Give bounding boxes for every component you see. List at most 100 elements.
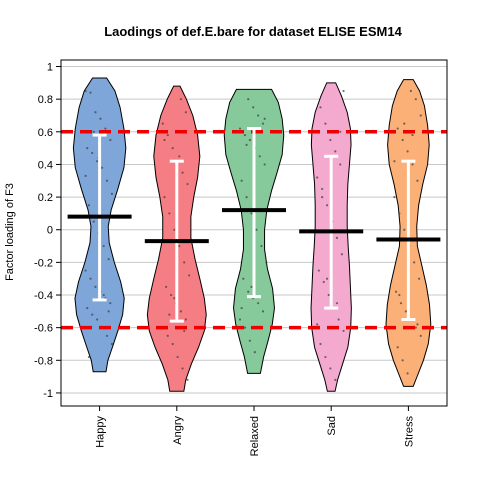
data-point — [257, 114, 260, 117]
data-point — [89, 277, 92, 280]
data-point — [186, 378, 189, 381]
data-point — [396, 346, 399, 349]
data-point — [393, 160, 396, 163]
data-point — [329, 138, 332, 142]
data-point — [238, 127, 242, 130]
data-point — [107, 258, 110, 261]
data-point — [178, 155, 181, 158]
data-point — [261, 310, 265, 313]
data-point — [414, 98, 417, 101]
data-point — [105, 334, 109, 337]
data-point — [163, 195, 166, 199]
y-tick-label: -0.6 — [34, 323, 53, 335]
data-point — [188, 274, 191, 277]
data-point — [335, 302, 339, 305]
y-tick-label: -1 — [43, 388, 53, 400]
data-point — [94, 285, 97, 288]
data-point — [411, 163, 414, 166]
data-point — [102, 293, 105, 297]
data-point — [171, 342, 174, 346]
data-point — [107, 310, 110, 313]
data-point — [181, 171, 184, 174]
data-point — [173, 228, 176, 231]
data-point — [394, 290, 398, 293]
data-point — [399, 302, 403, 305]
data-point — [261, 122, 265, 125]
chart-title: Laodings of def.E.bare for dataset ELISE… — [104, 24, 402, 39]
data-point — [401, 138, 404, 142]
data-point — [265, 261, 268, 264]
data-point — [263, 163, 266, 166]
y-tick-label: 0.2 — [38, 192, 53, 204]
data-point — [337, 318, 340, 321]
data-point — [334, 150, 337, 153]
data-point — [171, 147, 174, 150]
data-point — [252, 106, 255, 109]
y-tick-label: -0.4 — [34, 290, 53, 302]
summary-stats — [67, 127, 441, 323]
data-point — [86, 147, 89, 150]
data-point — [413, 261, 416, 264]
data-point — [86, 306, 89, 310]
x-tick-label: Sad — [326, 416, 338, 436]
data-point — [91, 313, 94, 316]
data-point — [164, 285, 168, 288]
data-point — [240, 306, 243, 310]
data-point — [418, 277, 421, 280]
data-point — [169, 293, 173, 297]
data-point — [109, 302, 112, 305]
data-point — [406, 150, 409, 153]
data-point — [87, 355, 90, 359]
data-point — [401, 359, 404, 362]
data-point — [398, 212, 401, 215]
data-point — [240, 179, 243, 182]
data-point — [321, 187, 324, 191]
data-point — [105, 179, 109, 182]
plot-frame — [60, 59, 448, 407]
data-point — [419, 114, 422, 117]
data-point — [166, 133, 169, 137]
data-point — [166, 334, 169, 337]
data-point — [179, 310, 183, 313]
x-tick-label: Relaxed — [249, 416, 261, 456]
y-tick-label: 0.8 — [38, 94, 53, 106]
data-point — [242, 277, 245, 280]
data-point — [179, 98, 183, 101]
data-point — [110, 192, 114, 195]
data-point — [339, 163, 342, 166]
y-tick-label: 0 — [47, 225, 53, 237]
data-point — [403, 122, 406, 125]
data-point — [243, 133, 247, 137]
data-point — [319, 106, 322, 109]
y-tick-label: 1 — [47, 62, 53, 74]
data-point — [243, 326, 247, 329]
data-point — [322, 280, 325, 284]
data-point — [168, 212, 171, 215]
y-axis-label: Factor loading of F3 — [4, 183, 16, 281]
data-point — [248, 339, 251, 342]
data-point — [96, 318, 99, 321]
data-point — [253, 351, 256, 354]
data-point — [335, 236, 339, 239]
data-point — [316, 176, 319, 179]
data-point — [183, 261, 186, 264]
data-point — [334, 378, 337, 381]
data-point — [403, 228, 406, 231]
data-point — [91, 151, 94, 155]
y-tick-label: 0.4 — [38, 159, 53, 171]
data-point — [416, 323, 419, 326]
data-point — [414, 326, 417, 329]
data-point — [250, 212, 253, 215]
data-point — [340, 253, 344, 256]
data-point — [247, 98, 250, 101]
data-points — [84, 89, 422, 381]
data-point — [184, 111, 187, 114]
data-point — [250, 285, 253, 288]
data-point — [96, 160, 99, 163]
x-tick-label: Happy — [95, 416, 107, 448]
data-point — [248, 138, 251, 142]
data-point — [178, 244, 181, 248]
data-point — [316, 323, 319, 326]
data-point — [416, 179, 419, 182]
